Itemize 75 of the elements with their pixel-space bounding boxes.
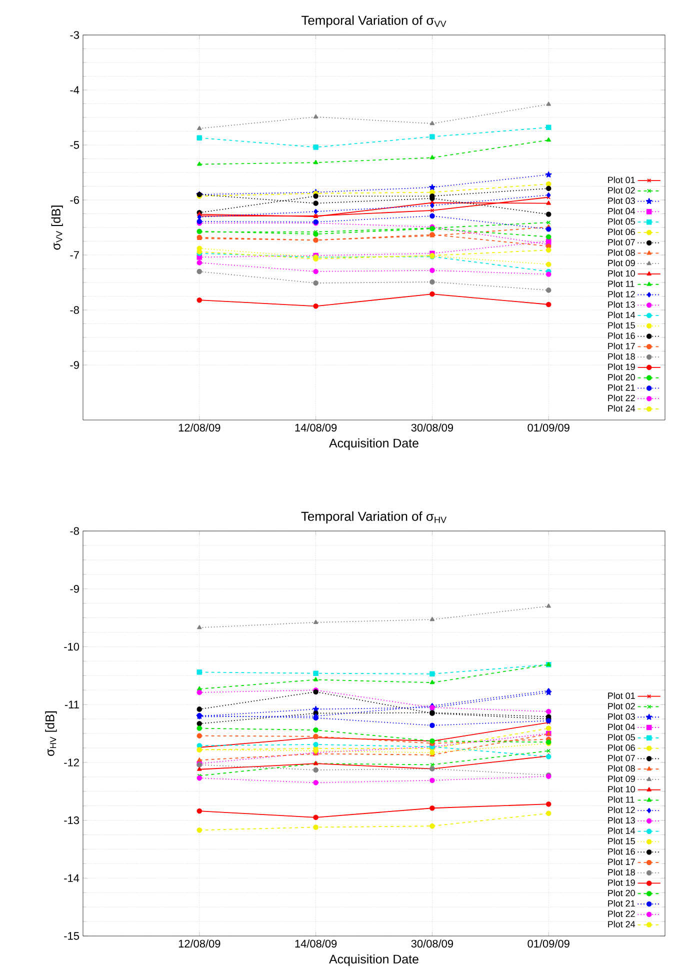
y-tick-label: -5 <box>70 141 80 149</box>
legend-label: Plot 06 <box>608 744 635 751</box>
chart-title: Temporal Variation of σ$_{VV}$ <box>301 15 446 28</box>
legend-label: Plot 12 <box>608 806 635 814</box>
legend-label: Plot 11 <box>608 280 634 287</box>
legend-label: Plot 14 <box>608 312 636 318</box>
y-tick-label: -12 <box>64 758 79 766</box>
legend-label: Plot 15 <box>608 838 635 844</box>
legend-label: Plot 21 <box>608 384 635 391</box>
y-tick-label: -13 <box>64 816 79 824</box>
legend-label: Plot 16 <box>608 332 635 339</box>
legend-label: Plot 18 <box>608 353 635 360</box>
y-tick-label: -3 <box>70 31 79 39</box>
legend-label: Plot 03 <box>608 197 635 204</box>
legend-label: Plot 19 <box>608 363 635 370</box>
legend-label: Plot 08 <box>608 765 635 772</box>
legend-label: Plot 09 <box>608 260 635 266</box>
legend-label: Plot 20 <box>608 890 635 896</box>
legend-label: Plot 07 <box>608 754 635 762</box>
x-tick-label: 01/09/09 <box>528 940 570 948</box>
y-tick-label: -9 <box>70 361 79 369</box>
legend-label: Plot 03 <box>608 713 635 720</box>
legend-label: Plot 18 <box>608 868 635 876</box>
y-tick-label: -4 <box>70 86 80 94</box>
legend-label: Plot 13 <box>608 301 635 308</box>
y-tick-label: -14 <box>64 874 80 882</box>
x-axis-title: Acquisition Date <box>329 954 418 966</box>
y-tick-label: -11 <box>64 700 79 708</box>
legend-label: Plot 09 <box>608 775 635 782</box>
legend-label: Plot 01 <box>608 692 635 699</box>
legend-label: Plot 02 <box>608 186 635 194</box>
legend-label: Plot 04 <box>608 208 636 214</box>
legend-label: Plot 04 <box>608 724 636 730</box>
y-tick-label: -8 <box>70 306 79 314</box>
legend-label: Plot 21 <box>608 900 635 907</box>
x-tick-label: 14/08/09 <box>295 940 337 948</box>
x-tick-label: 14/08/09 <box>295 424 337 432</box>
legend-label: Plot 13 <box>608 816 635 824</box>
legend-label: Plot 19 <box>608 879 635 886</box>
legend-label: Plot 07 <box>608 238 635 246</box>
legend-label: Plot 05 <box>608 734 635 740</box>
y-tick-label: -10 <box>64 642 80 651</box>
y-tick-label: -6 <box>70 196 79 204</box>
legend-label: Plot 22 <box>608 910 635 917</box>
legend-label: Plot 15 <box>608 322 635 328</box>
x-tick-label: 12/08/09 <box>178 940 220 948</box>
legend-label: Plot 16 <box>608 848 635 855</box>
legend-label: Plot 20 <box>608 374 635 380</box>
legend-label: Plot 08 <box>608 249 635 256</box>
legend-label: Plot 24 <box>608 404 636 412</box>
y-axis-title: σ$_{VV}$ [dB] <box>51 206 63 250</box>
legend-label: Plot 17 <box>608 342 635 350</box>
x-tick-label: 30/08/09 <box>411 424 454 432</box>
x-tick-label: 12/08/09 <box>178 424 220 432</box>
legend-label: Plot 24 <box>608 920 636 928</box>
legend-label: Plot 01 <box>608 176 635 184</box>
legend-label: Plot 12 <box>608 290 635 298</box>
x-tick-label: 30/08/09 <box>411 940 454 948</box>
y-axis-title: σ$_{HV}$ [dB] <box>45 711 57 756</box>
legend-label: Plot 10 <box>608 270 635 277</box>
y-tick-label: -9 <box>70 584 79 593</box>
chart-title: Temporal Variation of σ$_{HV}$ <box>301 511 447 524</box>
legend-label: Plot 05 <box>608 218 635 225</box>
x-axis-title: Acquisition Date <box>329 438 418 450</box>
y-tick-label: -7 <box>70 251 79 259</box>
legend-label: Plot 14 <box>608 827 636 834</box>
y-tick-label: -8 <box>70 527 79 535</box>
legend-label: Plot 22 <box>608 394 635 402</box>
legend-label: Plot 06 <box>608 228 635 236</box>
legend-label: Plot 02 <box>608 702 635 710</box>
x-tick-label: 01/09/09 <box>528 424 570 432</box>
legend-label: Plot 17 <box>608 858 635 866</box>
y-tick-label: -15 <box>64 932 80 940</box>
legend-label: Plot 11 <box>608 796 634 803</box>
legend-label: Plot 10 <box>608 786 635 792</box>
